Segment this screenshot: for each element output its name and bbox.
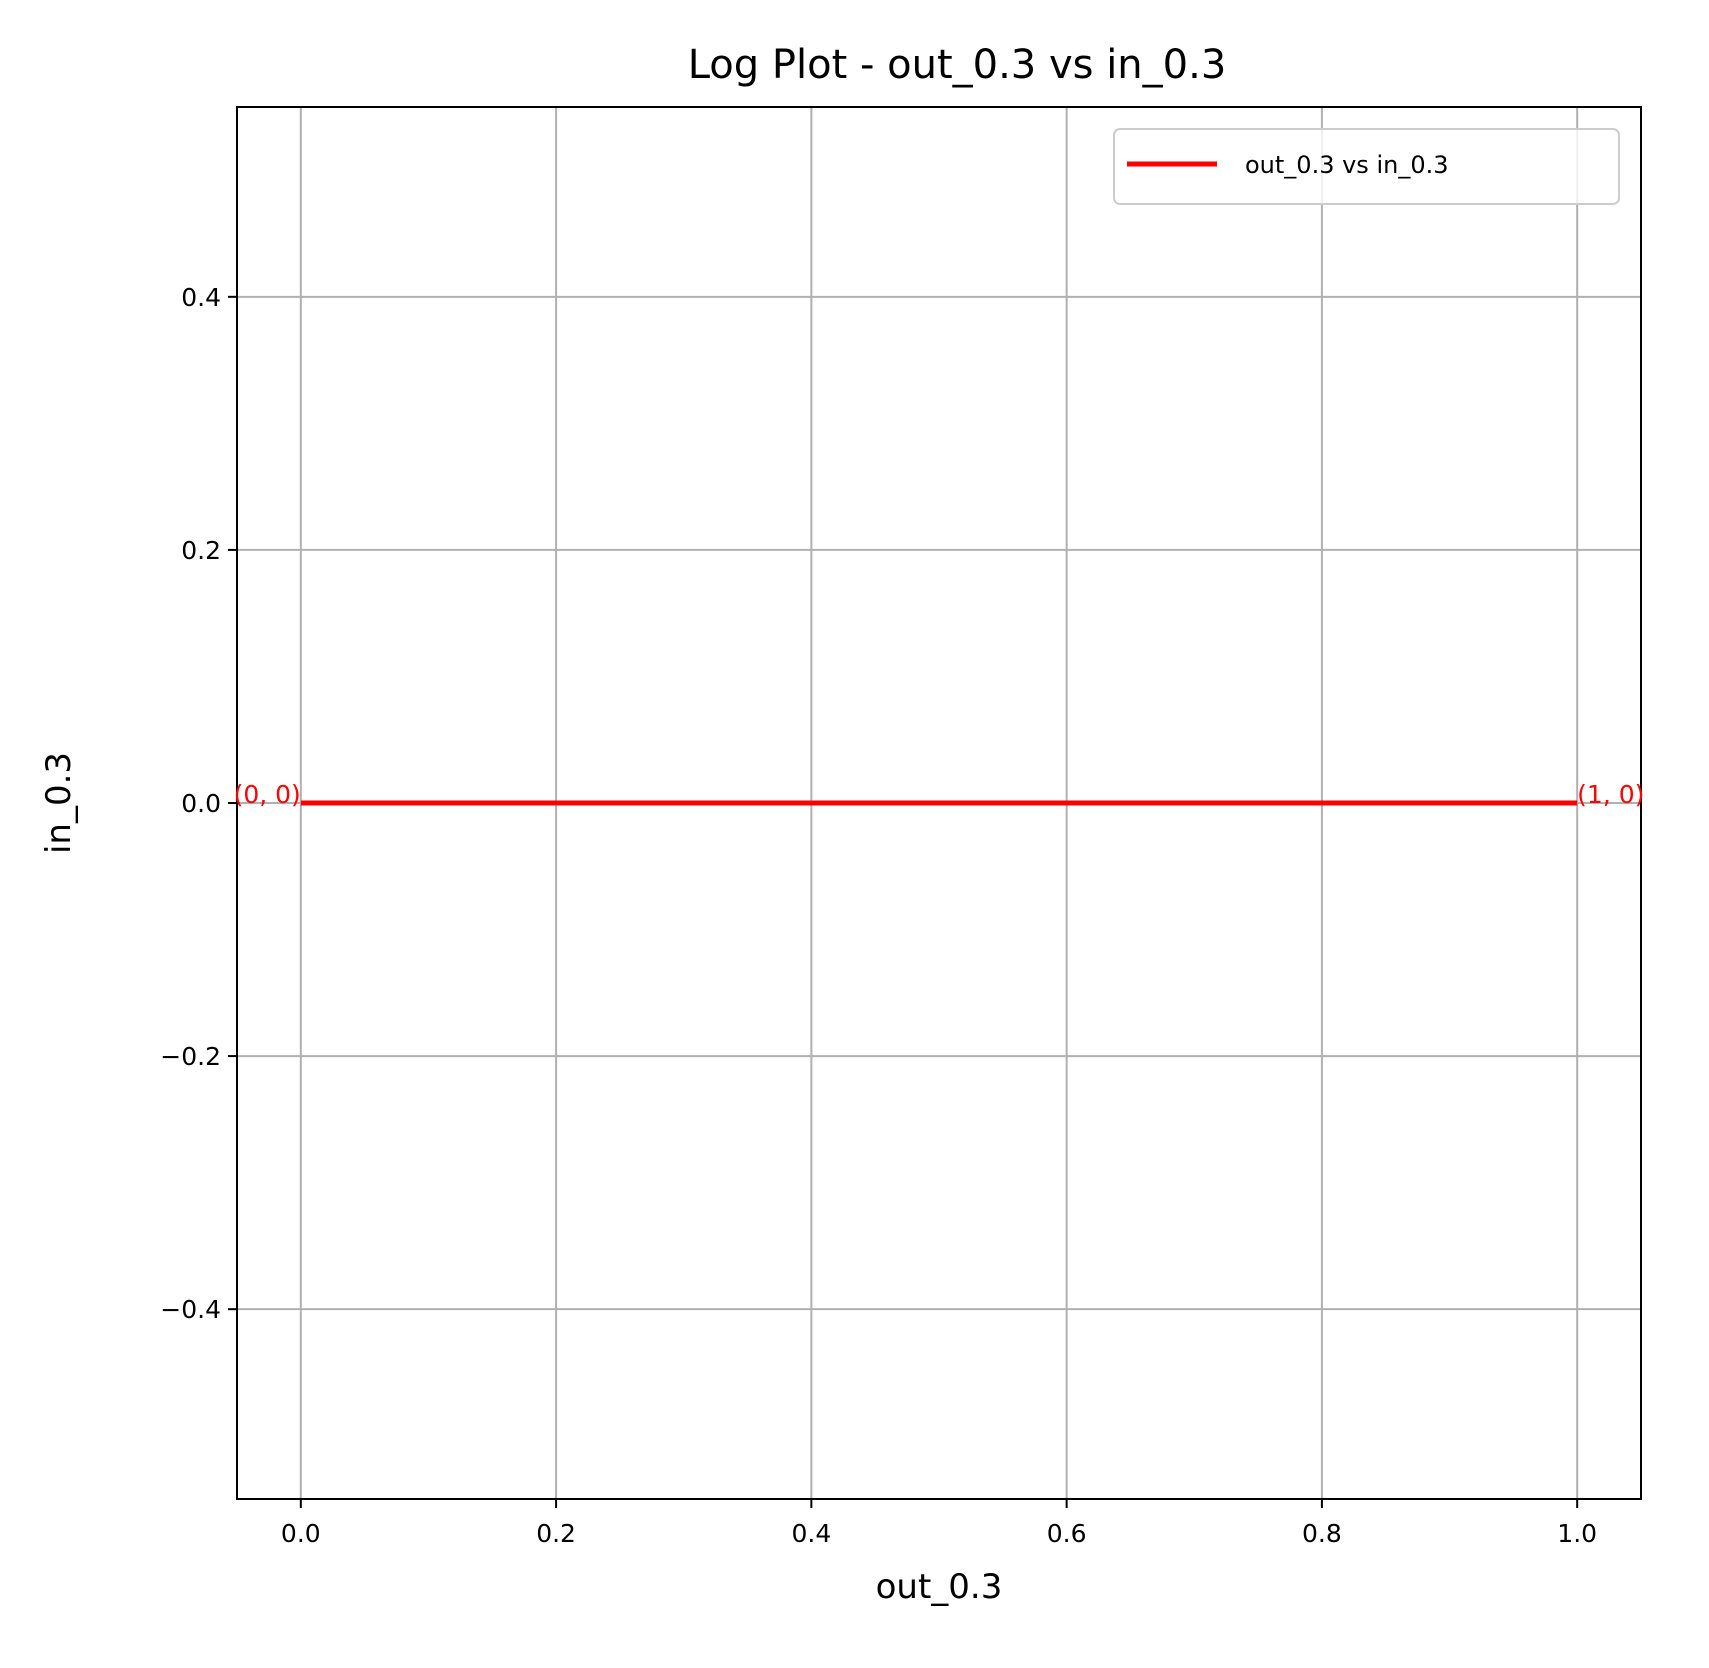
y-tick-label: 0.4 xyxy=(181,283,221,312)
x-tick-label: 0.4 xyxy=(791,1519,831,1548)
y-tick-label: −0.2 xyxy=(160,1042,221,1071)
y-tick-label: 0.0 xyxy=(181,789,221,818)
x-tick-label: 1.0 xyxy=(1557,1519,1597,1548)
annotations-layer: (0, 0) (1, 0) xyxy=(234,780,1645,809)
x-axis-label: out_0.3 xyxy=(876,1567,1003,1607)
point-annotation: (1, 0) xyxy=(1577,780,1644,809)
y-tick-label: −0.4 xyxy=(160,1295,221,1324)
x-tick-label: 0.6 xyxy=(1047,1519,1087,1548)
point-annotation: (0, 0) xyxy=(234,780,301,809)
legend-label: out_0.3 vs in_0.3 xyxy=(1245,151,1448,179)
y-tick-label: 0.2 xyxy=(181,536,221,565)
legend-box xyxy=(1113,128,1620,205)
chart-title: Log Plot - out_0.3 vs in_0.3 xyxy=(688,42,1227,88)
x-tick-label: 0.2 xyxy=(536,1519,576,1548)
legend: out_0.3 vs in_0.3 xyxy=(1113,128,1620,205)
x-tick-label: 0.0 xyxy=(281,1519,321,1548)
x-axis-ticks: 0.0 0.2 0.4 0.6 0.8 1.0 xyxy=(281,1499,1597,1548)
y-axis-label: in_0.3 xyxy=(39,752,79,854)
y-axis-ticks: −0.4 −0.2 0.0 0.2 0.4 xyxy=(160,283,237,1324)
x-tick-label: 0.8 xyxy=(1302,1519,1342,1548)
